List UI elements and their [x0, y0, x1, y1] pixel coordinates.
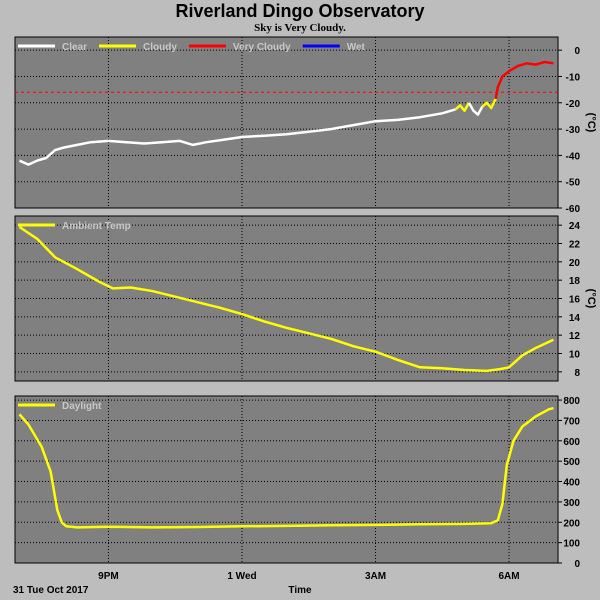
y-tick-label: 12 [569, 331, 581, 342]
sky-temp-line-segment [467, 102, 484, 116]
legend-label: Daylight [62, 401, 102, 412]
y-tick-label: 700 [563, 416, 580, 427]
y-tick-label: -20 [566, 99, 581, 110]
y-tick-label: 20 [569, 258, 581, 269]
y-tick-label: 0 [574, 46, 580, 57]
y-tick-label: 500 [563, 457, 580, 468]
y-unit-label: (°C) [585, 113, 597, 133]
sky-temp-line-segment [494, 60, 554, 100]
x-tick-label: 6AM [498, 571, 519, 582]
y-tick-label: 14 [569, 313, 581, 324]
sky-status-subtitle: Sky is Very Cloudy. [254, 22, 346, 34]
y-tick-label: -40 [566, 151, 581, 162]
y-tick-label: 24 [569, 221, 581, 232]
sky-temp-line-segment [481, 98, 497, 110]
panel-daylight [14, 395, 562, 564]
plot-area [14, 395, 559, 564]
y-tick-label: -30 [566, 125, 581, 136]
x-tick-label: 1 Wed [227, 571, 256, 582]
y-tick-label: 300 [563, 498, 580, 509]
y-tick-label: -60 [566, 204, 581, 215]
series-line [18, 406, 554, 529]
page-title: Riverland Dingo Observatory [175, 1, 425, 21]
y-tick-label: 16 [569, 295, 581, 306]
y-tick-label: 0 [574, 559, 580, 570]
y-tick-label: 100 [563, 539, 580, 550]
legend-label: Very Cloudy [233, 42, 291, 53]
x-axis-title: Time [288, 585, 312, 596]
y-tick-label: 8 [574, 368, 580, 379]
y-tick-label: -10 [566, 72, 581, 83]
x-tick-label: 9PM [98, 571, 119, 582]
legend-label: Wet [347, 42, 366, 53]
y-tick-label: 800 [563, 396, 580, 407]
y-tick-label: 18 [569, 276, 581, 287]
date-label: 31 Tue Oct 2017 [13, 585, 89, 596]
y-tick-label: 10 [569, 350, 581, 361]
series-line [18, 225, 555, 373]
legend-label: Clear [62, 42, 87, 53]
x-tick-label: 3AM [365, 571, 386, 582]
legend-label: Ambient Temp [62, 221, 131, 232]
plot-area [14, 36, 559, 209]
y-tick-label: 22 [569, 240, 581, 251]
y-tick-label: -50 [566, 178, 581, 189]
legend-label: Cloudy [143, 42, 177, 53]
panel-sky: (°C) [14, 36, 597, 209]
y-unit-label: (°C) [585, 289, 597, 309]
panel-ambient: (°C) [14, 215, 597, 382]
y-tick-label: 600 [563, 437, 580, 448]
sky-temp-line-segment [18, 108, 456, 166]
sky-temp-line-segment [454, 102, 471, 112]
y-tick-label: 400 [563, 478, 580, 489]
y-tick-label: 200 [563, 518, 580, 529]
